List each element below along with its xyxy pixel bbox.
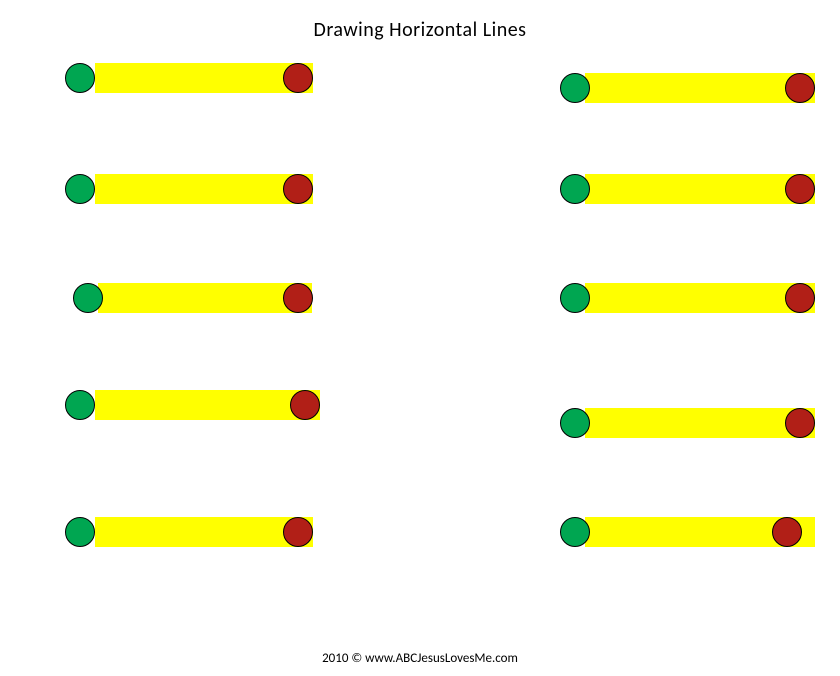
- end-dot: [785, 408, 815, 438]
- start-dot: [65, 174, 95, 204]
- end-dot: [785, 174, 815, 204]
- worksheet-area: [40, 50, 810, 636]
- highlight-bar: [98, 283, 312, 313]
- start-dot: [73, 283, 103, 313]
- line-unit: [560, 73, 825, 103]
- line-unit: [560, 408, 825, 438]
- end-dot: [785, 73, 815, 103]
- end-dot: [290, 390, 320, 420]
- start-dot: [560, 283, 590, 313]
- start-dot: [560, 408, 590, 438]
- start-dot: [65, 517, 95, 547]
- line-unit: [65, 517, 323, 547]
- start-dot: [560, 517, 590, 547]
- start-dot: [65, 63, 95, 93]
- line-unit: [65, 174, 323, 204]
- highlight-bar: [95, 390, 320, 420]
- end-dot: [785, 283, 815, 313]
- start-dot: [560, 174, 590, 204]
- highlight-bar: [585, 73, 815, 103]
- page-title: Drawing Horizontal Lines: [0, 0, 840, 42]
- copyright-footer: 2010 © www.ABCJesusLovesMe.com: [0, 651, 840, 666]
- line-unit: [73, 283, 322, 313]
- highlight-bar: [95, 517, 313, 547]
- line-unit: [560, 174, 825, 204]
- start-dot: [65, 390, 95, 420]
- start-dot: [560, 73, 590, 103]
- highlight-bar: [585, 174, 815, 204]
- end-dot: [772, 517, 802, 547]
- end-dot: [283, 174, 313, 204]
- line-unit: [560, 283, 825, 313]
- line-unit: [65, 390, 330, 420]
- line-unit: [65, 63, 323, 93]
- end-dot: [283, 283, 313, 313]
- end-dot: [283, 517, 313, 547]
- line-unit: [560, 517, 825, 547]
- highlight-bar: [95, 63, 313, 93]
- highlight-bar: [585, 408, 815, 438]
- highlight-bar: [95, 174, 313, 204]
- highlight-bar: [585, 283, 815, 313]
- end-dot: [283, 63, 313, 93]
